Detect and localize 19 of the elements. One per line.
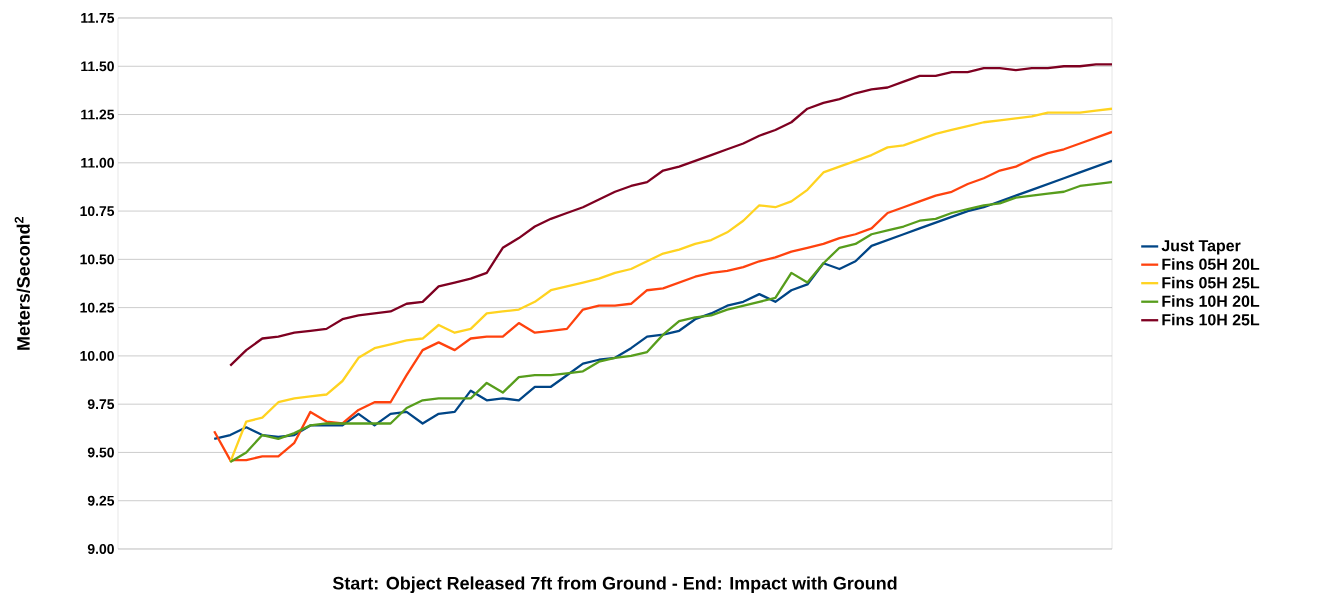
legend-label: Fins 10H 20L: [1162, 295, 1260, 307]
y-tick-label: 10.25: [80, 302, 115, 313]
y-tick-label: 11.00: [81, 157, 114, 168]
legend-label: Fins 10H 25L: [1162, 313, 1260, 326]
y-axis-title: Meters/Second$^{2}$: [14, 216, 30, 350]
y-tick-label: 9.00: [87, 544, 114, 554]
y-tick-label: 9.50: [87, 447, 114, 458]
legend-label: Just Taper: [1161, 240, 1241, 255]
y-tick-label: 11.75: [81, 13, 115, 23]
y-tick-label: 10.75: [80, 206, 115, 217]
x-axis-title: Start: Object Released 7ft from Ground - End: Impact with Ground: [332, 576, 897, 594]
y-tick-label: 11.50: [81, 61, 114, 72]
legend-label: Fins 05H 20L: [1162, 258, 1260, 270]
y-tick-label: 10.50: [80, 254, 114, 265]
y-tick-label: 9.75: [87, 399, 115, 410]
legend-label: Fins 05H 25L: [1162, 276, 1260, 289]
y-tick-label: 11.25: [81, 109, 115, 120]
y-tick-label: 9.25: [87, 495, 115, 506]
y-tick-label: 10.00: [80, 350, 114, 361]
